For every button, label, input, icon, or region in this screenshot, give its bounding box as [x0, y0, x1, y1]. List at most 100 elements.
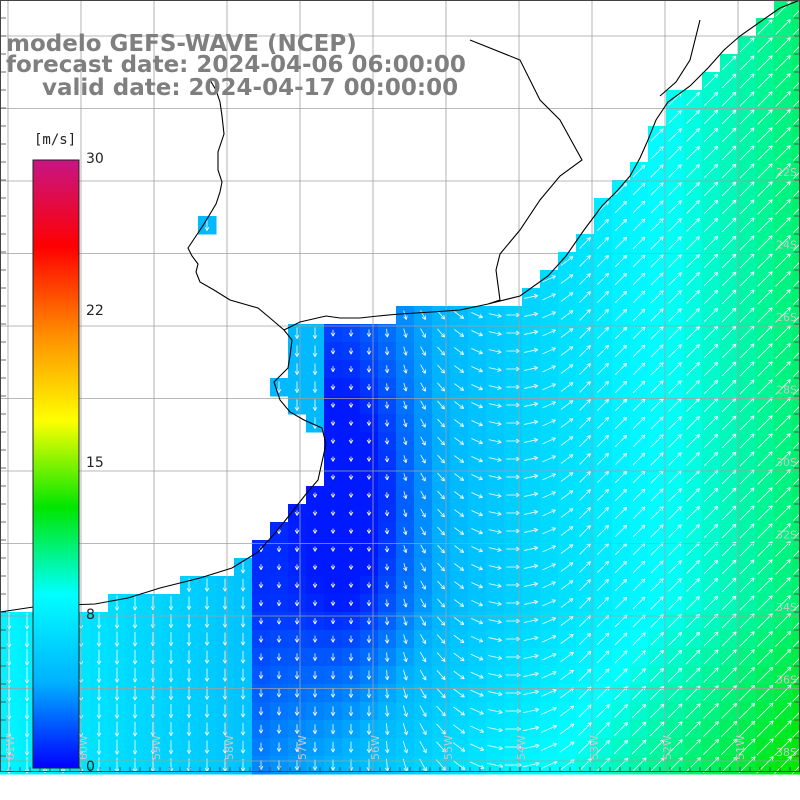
wind-arrow [419, 723, 427, 735]
wind-arrow [542, 509, 556, 517]
wind-arrow-head [751, 756, 756, 761]
wind-arrow [775, 37, 791, 53]
wind-arrow [597, 417, 609, 429]
wind-arrow [436, 616, 446, 626]
wind-arrow [703, 397, 719, 413]
wind-speed-cell [792, 558, 800, 577]
wind-arrow [685, 667, 701, 683]
wind-arrow [523, 708, 539, 714]
wind-arrow-head [459, 386, 465, 391]
wind-arrow-head [786, 127, 791, 132]
wind-arrow [721, 541, 737, 557]
wind-arrow-head [479, 746, 485, 751]
wind-arrow-head [659, 488, 664, 493]
wind-arrow-head [204, 641, 210, 646]
wind-arrow [756, 666, 774, 684]
wind-arrow-head [750, 55, 755, 60]
wind-arrow [542, 527, 556, 535]
wind-speed-cell [792, 270, 800, 289]
wind-arrow [757, 451, 773, 467]
wind-arrow-head [695, 272, 700, 277]
wind-arrow-head [186, 713, 192, 718]
wind-arrow [597, 255, 609, 267]
wind-arrow [386, 328, 388, 338]
wind-arrow-head [732, 702, 738, 708]
wind-arrow [614, 722, 628, 736]
wind-arrow-head [641, 272, 646, 277]
wind-arrow [756, 756, 774, 774]
wind-arrow [632, 254, 646, 268]
wind-arrow [614, 344, 628, 358]
wind-arrow [756, 720, 774, 738]
wind-arrow [632, 434, 646, 448]
wind-arrow-head [768, 648, 774, 654]
wind-arrow-head [441, 657, 446, 662]
wind-arrow-head [459, 620, 465, 625]
wind-arrow [686, 380, 700, 394]
wind-arrow-head [659, 632, 664, 637]
wind-arrow-head [348, 748, 354, 753]
wind-arrow [649, 757, 665, 773]
wind-arrow [403, 545, 407, 553]
wind-arrow-head [622, 290, 628, 296]
wind-arrow-head [786, 523, 791, 528]
wind-arrow-head [535, 725, 540, 731]
wind-arrow-head [440, 459, 445, 464]
wind-arrow-head [330, 766, 336, 771]
wind-arrow [436, 670, 446, 680]
wind-arrow [488, 421, 502, 425]
wind-arrow-head [497, 367, 502, 372]
wind-speed-cell [792, 648, 800, 667]
wind-arrow-head [312, 529, 318, 534]
wind-arrow [739, 451, 755, 467]
wind-arrow [452, 742, 466, 752]
wind-arrow-head [731, 289, 737, 295]
wind-arrow [703, 649, 719, 665]
wind-arrow-head [516, 654, 521, 660]
wind-arrow-head [787, 666, 792, 671]
wind-arrow [774, 648, 792, 666]
wind-arrow [775, 577, 791, 593]
longitude-label: 59W [150, 735, 163, 760]
wind-arrow [703, 181, 719, 197]
wind-arrow [739, 631, 755, 647]
wind-arrow [686, 542, 700, 556]
wind-arrow [739, 235, 755, 251]
wind-arrow-head [168, 714, 174, 719]
wind-arrow-head [440, 477, 445, 482]
wind-arrow-head [132, 696, 138, 701]
wind-arrow-head [604, 236, 610, 242]
wind-arrow-head [440, 423, 445, 428]
wind-arrow-head [403, 315, 408, 320]
wind-arrow-head [240, 623, 246, 628]
wind-arrow-head [586, 597, 591, 602]
wind-arrow-head [366, 620, 372, 625]
wind-arrow-head [403, 333, 408, 338]
wind-arrow-head [714, 756, 720, 762]
wind-arrow-head [384, 602, 390, 607]
wind-arrow-head [677, 110, 682, 115]
wind-arrow [523, 655, 539, 659]
wind-arrow [793, 549, 800, 557]
wind-arrow [386, 581, 388, 589]
wind-arrow [721, 181, 737, 197]
wind-arrow [703, 613, 719, 629]
wind-arrow [578, 650, 592, 664]
wind-arrow-head [551, 311, 556, 316]
wind-arrow [578, 686, 592, 700]
wind-arrow [614, 272, 628, 286]
wind-arrow-head [366, 712, 372, 717]
wind-arrow [703, 235, 719, 251]
wind-arrow [721, 307, 737, 323]
wind-arrow [739, 127, 755, 143]
wind-arrow [793, 477, 800, 485]
wind-arrow [403, 598, 407, 608]
wind-arrow-head [622, 416, 628, 422]
wind-arrow-head [479, 728, 485, 733]
wind-arrow-head [517, 762, 522, 768]
wind-arrow [437, 562, 445, 572]
wind-arrow-head [533, 474, 539, 479]
wind-arrow [686, 578, 700, 592]
wind-arrow [614, 236, 628, 250]
wind-arrow-head [551, 635, 557, 640]
